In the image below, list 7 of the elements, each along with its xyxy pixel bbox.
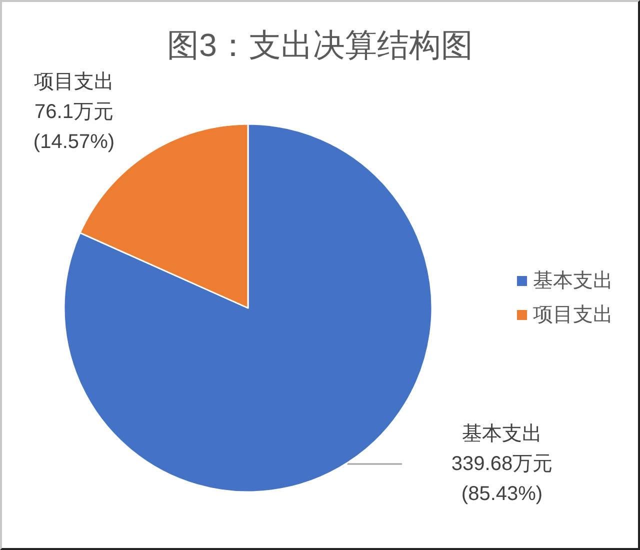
slice-label: 项目支出 (34, 71, 114, 93)
chart-title: 图3：支出决算结构图 (167, 27, 473, 63)
data-label: 76.1万元 (14.57%) (33, 101, 115, 153)
legend-label: 基本支出 (533, 270, 613, 292)
slice-label: 基本支出 (462, 423, 542, 445)
data-label: 339.68万元 (85.43%) (451, 453, 553, 505)
legend-label: 项目支出 (533, 304, 613, 326)
